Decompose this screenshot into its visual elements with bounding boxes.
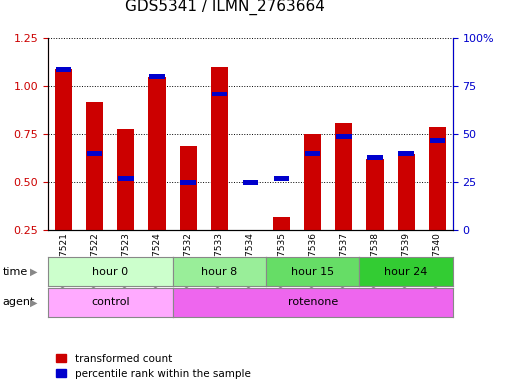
Bar: [211, 67, 227, 230]
Text: ▶: ▶: [30, 297, 38, 308]
Text: time: time: [3, 266, 28, 277]
Text: hour 8: hour 8: [201, 266, 237, 277]
Bar: [397, 154, 414, 230]
Bar: [305, 151, 320, 156]
Bar: [273, 217, 289, 230]
Bar: [429, 138, 444, 142]
Bar: [118, 176, 133, 181]
Bar: [180, 180, 195, 185]
Bar: [428, 127, 445, 230]
Bar: [148, 77, 165, 230]
Text: agent: agent: [3, 297, 35, 308]
Bar: [86, 102, 103, 230]
Bar: [55, 69, 72, 230]
Bar: [367, 155, 382, 160]
Bar: [335, 134, 351, 139]
Bar: [273, 176, 289, 181]
Bar: [87, 151, 103, 156]
Bar: [211, 92, 227, 96]
Bar: [366, 159, 383, 230]
Text: control: control: [91, 297, 129, 308]
Text: hour 24: hour 24: [384, 266, 427, 277]
Bar: [242, 180, 258, 185]
Bar: [179, 146, 196, 230]
Text: hour 15: hour 15: [290, 266, 334, 277]
Text: hour 0: hour 0: [92, 266, 128, 277]
Text: rotenone: rotenone: [287, 297, 337, 308]
Bar: [335, 123, 352, 230]
Text: ▶: ▶: [30, 266, 38, 277]
Bar: [117, 129, 134, 230]
Bar: [304, 134, 321, 230]
Text: GDS5341 / ILMN_2763664: GDS5341 / ILMN_2763664: [125, 0, 325, 15]
Bar: [56, 67, 71, 71]
Legend: transformed count, percentile rank within the sample: transformed count, percentile rank withi…: [56, 354, 250, 379]
Bar: [397, 151, 413, 156]
Bar: [149, 74, 165, 79]
